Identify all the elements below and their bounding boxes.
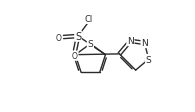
Text: N: N bbox=[141, 39, 148, 48]
Text: O: O bbox=[72, 52, 78, 61]
Text: O: O bbox=[56, 33, 62, 42]
Text: S: S bbox=[88, 40, 93, 49]
Text: Cl: Cl bbox=[84, 15, 92, 24]
Text: N: N bbox=[127, 37, 134, 46]
Text: S: S bbox=[146, 55, 152, 64]
Text: S: S bbox=[75, 32, 81, 42]
